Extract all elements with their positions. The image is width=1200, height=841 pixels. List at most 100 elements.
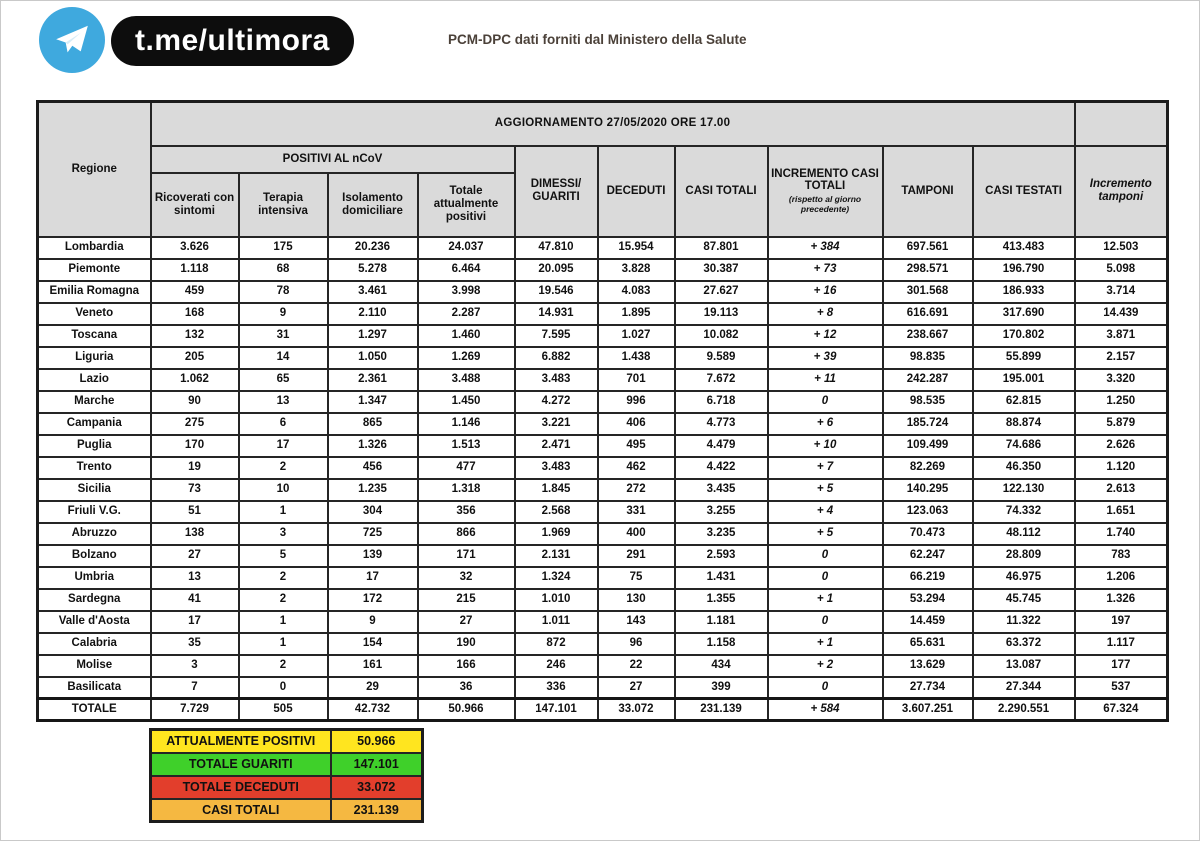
header-totale-positivi: Totale attualmente positivi: [416, 171, 516, 238]
table-row: Sardegna 41 2 172 215 1.010 130 1.355 + 1 53.294 4…: [36, 587, 1169, 612]
cell-tamponi: 98.835: [881, 345, 974, 370]
cell-terapia-intensiva: 9: [237, 301, 329, 326]
cell-deceduti: 22: [596, 653, 676, 678]
header-deceduti: DECEDUTI: [596, 144, 676, 238]
cell-guariti: 2.471: [513, 433, 599, 458]
cell-incremento-tamponi: 3.871: [1073, 323, 1169, 348]
header-incremento-casi: INCREMENTO CASI TOTALI (rispetto al gior…: [766, 144, 884, 238]
cell-guariti: 872: [513, 631, 599, 656]
cell-totale-positivi: 166: [416, 653, 516, 678]
cell-tamponi: 27.734: [881, 675, 974, 700]
cell-casi-totali: 1.158: [673, 631, 769, 656]
cell-terapia-intensiva: 1: [237, 631, 329, 656]
cell-deceduti: 1.895: [596, 301, 676, 326]
cell-isolamento: 9: [326, 609, 419, 634]
summary-label: TOTALE GUARITI: [149, 751, 332, 777]
cell-tamponi: 109.499: [881, 433, 974, 458]
cell-casi-totali: 4.773: [673, 411, 769, 436]
cell-tamponi: 616.691: [881, 301, 974, 326]
cell-incremento-casi: + 584: [766, 697, 884, 722]
telegram-channel-badge: t.me/ultimora: [111, 16, 354, 66]
cell-isolamento: 20.236: [326, 235, 419, 260]
cell-guariti: 147.101: [513, 697, 599, 722]
cell-totale-positivi: 27: [416, 609, 516, 634]
cell-deceduti: 406: [596, 411, 676, 436]
table-row: Liguria 205 14 1.050 1.269 6.882 1.438 9.589 + 3…: [36, 345, 1169, 370]
cell-casi-testati: 317.690: [971, 301, 1076, 326]
cell-incremento-tamponi: 1.651: [1073, 499, 1169, 524]
cell-incremento-tamponi: 1.250: [1073, 389, 1169, 414]
cell-totale-positivi: 171: [416, 543, 516, 568]
cell-totale-positivi: 356: [416, 499, 516, 524]
cell-ricoverati: 459: [149, 279, 240, 304]
cell-incremento-tamponi: 14.439: [1073, 301, 1169, 326]
cell-guariti: 4.272: [513, 389, 599, 414]
cell-incremento-tamponi: 3.320: [1073, 367, 1169, 392]
cell-deceduti: 331: [596, 499, 676, 524]
cell-casi-totali: 27.627: [673, 279, 769, 304]
cell-deceduti: 495: [596, 433, 676, 458]
cell-ricoverati: 7.729: [149, 697, 240, 722]
cell-deceduti: 1.027: [596, 323, 676, 348]
cell-region: Friuli V.G.: [36, 499, 152, 524]
cell-incremento-tamponi: 177: [1073, 653, 1169, 678]
cell-casi-totali: 1.431: [673, 565, 769, 590]
cell-guariti: 47.810: [513, 235, 599, 260]
cell-casi-testati: 11.322: [971, 609, 1076, 634]
cell-ricoverati: 132: [149, 323, 240, 348]
cell-casi-totali: 3.255: [673, 499, 769, 524]
cell-terapia-intensiva: 68: [237, 257, 329, 282]
cell-terapia-intensiva: 2: [237, 455, 329, 480]
cell-totale-positivi: 1.318: [416, 477, 516, 502]
cell-ricoverati: 275: [149, 411, 240, 436]
cell-incremento-casi: + 5: [766, 477, 884, 502]
cell-casi-totali: 231.139: [673, 697, 769, 722]
cell-incremento-casi: + 39: [766, 345, 884, 370]
cell-ricoverati: 170: [149, 433, 240, 458]
summary-value: 147.101: [329, 751, 424, 777]
cell-isolamento: 3.461: [326, 279, 419, 304]
cell-casi-totali: 4.422: [673, 455, 769, 480]
cell-terapia-intensiva: 0: [237, 675, 329, 700]
cell-guariti: 2.568: [513, 499, 599, 524]
table-row: Valle d'Aosta 17 1 9 27 1.011 143 1.181 0 14.459 1…: [36, 609, 1169, 634]
cell-casi-testati: 2.290.551: [971, 697, 1076, 722]
cell-region: Valle d'Aosta: [36, 609, 152, 634]
cell-isolamento: 1.050: [326, 345, 419, 370]
cell-guariti: 3.483: [513, 367, 599, 392]
summary-row: ATTUALMENTE POSITIVI 50.966: [149, 728, 424, 754]
cell-tamponi: 70.473: [881, 521, 974, 546]
cell-isolamento: 17: [326, 565, 419, 590]
cell-guariti: 3.483: [513, 455, 599, 480]
cell-isolamento: 2.361: [326, 367, 419, 392]
cell-deceduti: 272: [596, 477, 676, 502]
cell-incremento-tamponi: 1.117: [1073, 631, 1169, 656]
cell-region: Calabria: [36, 631, 152, 656]
header-tamponi: TAMPONI: [881, 144, 974, 238]
cell-tamponi: 298.571: [881, 257, 974, 282]
cell-tamponi: 185.724: [881, 411, 974, 436]
cell-deceduti: 27: [596, 675, 676, 700]
cell-totale-positivi: 1.146: [416, 411, 516, 436]
cell-tamponi: 13.629: [881, 653, 974, 678]
cell-incremento-tamponi: 1.120: [1073, 455, 1169, 480]
summary-value: 50.966: [329, 728, 424, 754]
cell-deceduti: 400: [596, 521, 676, 546]
cell-guariti: 1.845: [513, 477, 599, 502]
cell-totale-positivi: 3.998: [416, 279, 516, 304]
summary-value: 33.072: [329, 774, 424, 800]
cell-deceduti: 75: [596, 565, 676, 590]
cell-totale-positivi: 3.488: [416, 367, 516, 392]
cell-totale-positivi: 190: [416, 631, 516, 656]
summary-row: TOTALE DECEDUTI 33.072: [149, 774, 424, 800]
cell-casi-totali: 2.593: [673, 543, 769, 568]
telegram-logo: [39, 7, 105, 73]
cell-incremento-casi: + 10: [766, 433, 884, 458]
cell-incremento-tamponi: 1.740: [1073, 521, 1169, 546]
cell-tamponi: 62.247: [881, 543, 974, 568]
cell-casi-testati: 88.874: [971, 411, 1076, 436]
cell-tamponi: 14.459: [881, 609, 974, 634]
cell-totale-positivi: 215: [416, 587, 516, 612]
cell-casi-totali: 1.355: [673, 587, 769, 612]
cell-deceduti: 33.072: [596, 697, 676, 722]
